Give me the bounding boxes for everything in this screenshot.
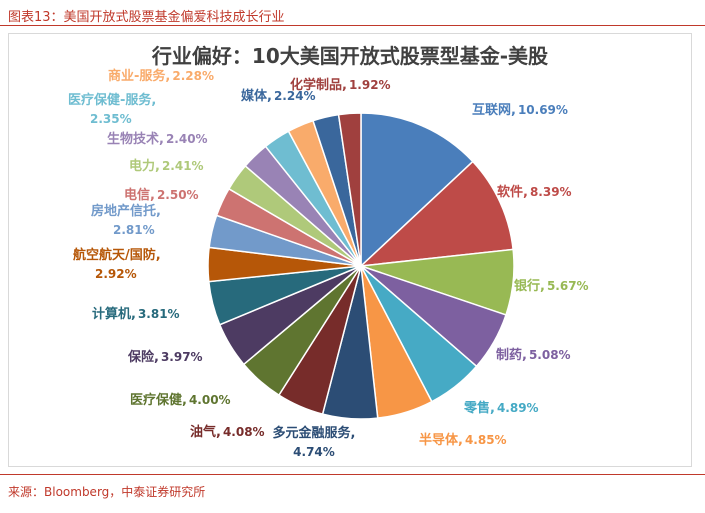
pie-chart: 行业偏好：10大美国开放式股票型基金-美股 互联网, 10.69% 软件, 8.39%… <box>68 44 589 459</box>
slice-label-value: 4.89% <box>497 401 539 415</box>
source-note: 来源：Bloomberg，中泰证券研究所 <box>8 485 206 499</box>
pie-slice <box>360 112 474 268</box>
slice-label-value: 3.97% <box>161 350 203 364</box>
slice-label-name: 多元金融服务, <box>273 425 356 441</box>
pie-labels: 互联网, 10.69%软件, 8.39%银行, 5.67%制药, 5.08%零售, 4.8… <box>68 68 589 459</box>
slice-label-name: 医疗保健, <box>130 392 187 408</box>
slice-label: 软件, 8.39% <box>497 184 572 200</box>
slice-label-name: 计算机, <box>92 306 136 322</box>
slice-label: 商业-服务, 2.28% <box>108 68 214 84</box>
caption-rule <box>0 25 705 26</box>
chart-frame: 行业偏好：10大美国开放式股票型基金-美股 互联网, 10.69% 软件, 8.39%… <box>8 33 692 467</box>
slice-label: 互联网, 10.69% <box>472 103 568 118</box>
slice-label-value: 2.40% <box>166 132 208 146</box>
slice-label-value: 2.35% <box>90 112 132 126</box>
slice-label-value: 8.39% <box>530 185 572 199</box>
slice-label: 零售, 4.89% <box>463 400 539 416</box>
slice-label-name: 商业-服务, <box>108 68 170 84</box>
slice-label-name: 制药, <box>496 347 527 363</box>
slice-label-name: 媒体, <box>241 88 272 104</box>
slice-label-value: 4.08% <box>223 425 265 439</box>
slice-label: 计算机, 3.81% <box>92 306 180 322</box>
slice-label-value: 2.28% <box>172 69 214 83</box>
pie-slice <box>358 160 514 267</box>
slice-label-value: 5.08% <box>529 348 571 362</box>
slice-label-value: 4.74% <box>293 445 335 459</box>
slice-label: 医疗保健-服务, 2.35% <box>68 92 156 126</box>
slice-label-name: 互联网, <box>472 103 516 118</box>
slice-label: 保险, 3.97% <box>127 349 203 365</box>
slice-label-value: 2.41% <box>162 159 204 173</box>
slice-label-name: 航空航天/国防, <box>73 247 161 263</box>
slice-label-name: 电力, <box>129 158 160 174</box>
slice-label: 生物技术, 2.40% <box>107 131 208 147</box>
slice-label-value: 4.85% <box>465 433 507 447</box>
slice-label-name: 软件, <box>497 184 528 200</box>
slice-label: 银行, 5.67% <box>514 278 589 294</box>
slice-label-value: 5.67% <box>547 279 589 293</box>
slice-label: 多元金融服务, 4.74% <box>273 425 356 459</box>
slice-label-value: 3.81% <box>138 307 180 321</box>
slice-label-value: 2.92% <box>95 267 137 281</box>
pie-slices <box>207 112 515 420</box>
slice-label: 媒体, 2.24% <box>241 88 316 104</box>
slice-label-name: 电信, <box>124 187 155 203</box>
figure-caption: 图表13：美国开放式股票基金偏爱科技成长行业 <box>8 10 285 25</box>
slice-label: 制药, 5.08% <box>496 347 571 363</box>
slice-label: 房地产信托, 2.81% <box>91 203 161 237</box>
slice-label-value: 1.92% <box>349 78 391 92</box>
slice-label: 航空航天/国防, 2.92% <box>73 247 161 281</box>
slice-label: 电力, 2.41% <box>129 158 204 174</box>
slice-label-name: 化学制品, <box>290 77 347 93</box>
slice-label-name: 保险, <box>127 349 159 365</box>
slice-label: 油气, 4.08% <box>190 424 265 440</box>
slice-label: 半导体, 4.85% <box>419 432 507 448</box>
slice-label: 化学制品, 1.92% <box>290 77 391 93</box>
slice-label-name: 房地产信托, <box>91 203 161 219</box>
slice-label-value: 10.69% <box>518 103 568 117</box>
slice-label-name: 半导体, <box>419 432 463 448</box>
chart-title: 行业偏好：10大美国开放式股票型基金-美股 <box>151 44 548 68</box>
slice-label-name: 医疗保健-服务, <box>68 92 156 108</box>
slice-label: 医疗保健, 4.00% <box>130 392 231 408</box>
slice-label: 电信, 2.50% <box>124 187 199 203</box>
slice-label-name: 油气, <box>190 424 221 440</box>
pie-slice <box>337 112 362 267</box>
slice-label-name: 零售, <box>463 400 495 416</box>
slice-label-value: 4.00% <box>189 393 231 407</box>
slice-label-name: 银行, <box>514 278 545 294</box>
slice-label-name: 生物技术, <box>107 131 164 147</box>
slice-label-value: 2.24% <box>274 89 316 103</box>
slice-label-value: 2.81% <box>113 223 155 237</box>
source-rule <box>0 474 705 475</box>
slice-label-value: 2.50% <box>157 188 199 202</box>
